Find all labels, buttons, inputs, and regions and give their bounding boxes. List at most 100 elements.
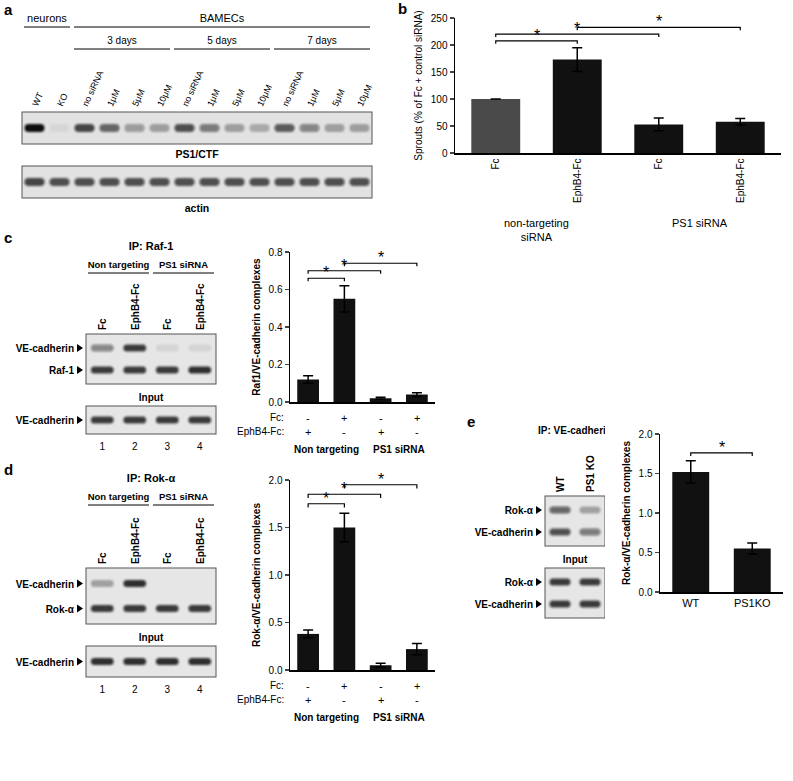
- svg-text:2.0: 2.0: [639, 429, 653, 440]
- svg-text:150: 150: [431, 67, 448, 78]
- svg-text:Input: Input: [139, 392, 164, 403]
- svg-text:10μM: 10μM: [255, 83, 274, 108]
- svg-text:actin: actin: [185, 202, 210, 214]
- svg-text:PS1 siRNA: PS1 siRNA: [672, 217, 728, 229]
- svg-text:EphB4-Fc: EphB4-Fc: [195, 517, 206, 564]
- svg-text:*: *: [656, 13, 662, 30]
- svg-text:2: 2: [132, 441, 138, 452]
- svg-text:Fc: Fc: [162, 318, 173, 330]
- svg-text:EphB4-Fc:: EphB4-Fc:: [237, 694, 284, 705]
- svg-text:+: +: [414, 680, 420, 692]
- svg-text:1μM: 1μM: [305, 88, 322, 108]
- svg-text:3: 3: [164, 441, 170, 452]
- svg-text:VE-cadherin: VE-cadherin: [16, 415, 74, 426]
- svg-text:1.0: 1.0: [269, 570, 283, 581]
- svg-text:+: +: [341, 412, 347, 424]
- svg-text:0.8: 0.8: [269, 247, 283, 258]
- svg-text:0.0: 0.0: [269, 397, 283, 408]
- svg-text:Fc:: Fc:: [270, 680, 284, 691]
- svg-text:-: -: [379, 412, 383, 424]
- svg-text:*: *: [341, 257, 347, 274]
- svg-text:KO: KO: [55, 92, 70, 108]
- svg-text:Rok-α: Rok-α: [505, 505, 534, 516]
- svg-text:+: +: [378, 426, 384, 438]
- svg-text:3 days: 3 days: [107, 35, 136, 46]
- svg-text:*: *: [323, 264, 329, 281]
- svg-text:*: *: [341, 480, 347, 497]
- svg-text:VE-cadherin: VE-cadherin: [16, 343, 74, 354]
- svg-text:+: +: [341, 680, 347, 692]
- svg-text:Fc:: Fc:: [270, 412, 284, 423]
- svg-text:*: *: [574, 20, 580, 37]
- svg-text:EphB4-Fc: EphB4-Fc: [735, 159, 746, 203]
- svg-text:1μM: 1μM: [105, 88, 122, 108]
- svg-text:+: +: [378, 694, 384, 706]
- svg-text:2.0: 2.0: [269, 475, 283, 486]
- svg-text:EphB4-Fc: EphB4-Fc: [130, 517, 141, 564]
- svg-text:200: 200: [431, 40, 448, 51]
- svg-text:*: *: [719, 439, 725, 456]
- svg-text:1.5: 1.5: [639, 468, 653, 479]
- svg-text:5μM: 5μM: [330, 88, 347, 108]
- svg-text:100: 100: [431, 94, 448, 105]
- svg-text:Input: Input: [563, 554, 588, 565]
- svg-text:5μM: 5μM: [230, 88, 247, 108]
- svg-text:-: -: [415, 426, 419, 438]
- svg-text:*: *: [534, 27, 540, 44]
- svg-text:EphB4-Fc: EphB4-Fc: [572, 159, 583, 203]
- svg-text:Fc: Fc: [97, 552, 108, 564]
- svg-text:1μM: 1μM: [205, 88, 222, 108]
- svg-text:IP: Raf-1: IP: Raf-1: [129, 240, 174, 252]
- svg-text:Sprouts (% of Fc + control siR: Sprouts (% of Fc + control siRNA): [413, 10, 424, 160]
- svg-text:5 days: 5 days: [207, 35, 236, 46]
- svg-text:*: *: [378, 249, 384, 266]
- svg-text:e: e: [467, 413, 475, 430]
- svg-text:EphB4-Fc:: EphB4-Fc:: [237, 426, 284, 437]
- svg-text:250: 250: [431, 13, 448, 24]
- svg-text:a: a: [4, 1, 13, 18]
- svg-text:no siRNA: no siRNA: [280, 69, 305, 108]
- svg-text:4: 4: [197, 684, 203, 695]
- svg-text:PS1 siRNA: PS1 siRNA: [159, 491, 208, 502]
- svg-text:-: -: [306, 412, 310, 424]
- svg-text:PS1 siRNA: PS1 siRNA: [159, 259, 208, 270]
- svg-text:0.0: 0.0: [639, 587, 653, 598]
- svg-text:VE-cadherin: VE-cadherin: [475, 599, 533, 610]
- svg-text:PS1KO: PS1KO: [734, 597, 771, 609]
- svg-text:-: -: [379, 680, 383, 692]
- svg-text:PS1 siRNA: PS1 siRNA: [373, 444, 425, 455]
- svg-text:Rok-α: Rok-α: [505, 577, 534, 588]
- svg-text:0: 0: [442, 148, 448, 159]
- svg-text:Non targeting: Non targeting: [294, 444, 359, 455]
- svg-text:Non targeting: Non targeting: [294, 712, 359, 723]
- svg-text:Input: Input: [139, 632, 164, 643]
- svg-text:3: 3: [164, 684, 170, 695]
- svg-text:EphB4-Fc: EphB4-Fc: [195, 283, 206, 330]
- svg-text:0.5: 0.5: [639, 547, 653, 558]
- svg-text:10μM: 10μM: [155, 83, 174, 108]
- svg-text:10μM: 10μM: [355, 83, 374, 108]
- svg-text:1.5: 1.5: [269, 522, 283, 533]
- svg-text:WT: WT: [30, 90, 45, 107]
- svg-text:1.0: 1.0: [639, 508, 653, 519]
- svg-text:0.0: 0.0: [269, 665, 283, 676]
- svg-text:-: -: [342, 694, 346, 706]
- svg-text:2: 2: [132, 684, 138, 695]
- svg-text:neurons: neurons: [27, 12, 67, 24]
- svg-text:1: 1: [99, 684, 105, 695]
- svg-text:4: 4: [197, 441, 203, 452]
- svg-text:7 days: 7 days: [307, 35, 336, 46]
- svg-text:EphB4-Fc: EphB4-Fc: [130, 283, 141, 330]
- svg-text:no siRNA: no siRNA: [80, 69, 105, 108]
- svg-text:WT: WT: [555, 476, 566, 492]
- svg-text:-: -: [306, 680, 310, 692]
- svg-text:Fc: Fc: [653, 159, 664, 170]
- svg-text:1: 1: [99, 441, 105, 452]
- svg-text:VE-cadherin: VE-cadherin: [16, 579, 74, 590]
- svg-text:Fc: Fc: [162, 552, 173, 564]
- svg-text:Rok-α/VE-cadherin complexes: Rok-α/VE-cadherin complexes: [621, 441, 632, 585]
- svg-text:PS1/CTF: PS1/CTF: [175, 148, 219, 160]
- svg-text:+: +: [305, 426, 311, 438]
- svg-text:+: +: [414, 412, 420, 424]
- svg-text:Rok-α: Rok-α: [46, 604, 75, 615]
